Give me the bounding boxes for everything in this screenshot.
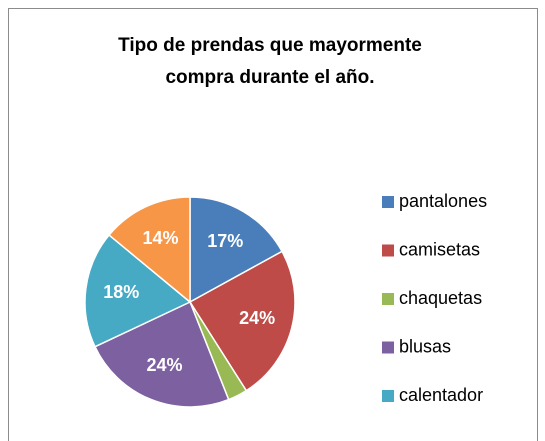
legend-swatch <box>382 293 394 305</box>
legend-swatch <box>382 390 394 402</box>
legend-label: camisetas <box>399 239 480 259</box>
legend-swatch <box>382 341 394 354</box>
legend-label: chaquetas <box>399 288 482 308</box>
chart-title: Tipo de prendas que mayormente compra du… <box>118 35 422 88</box>
chart-frame <box>8 8 538 441</box>
pie-slice <box>84 234 192 348</box>
legend-label: pantalones <box>399 191 487 211</box>
pie-slice <box>93 300 230 408</box>
data-label: 14% <box>142 228 178 248</box>
data-label: 18% <box>103 282 139 302</box>
pie-slice <box>108 196 191 304</box>
data-label: 17% <box>207 231 243 251</box>
legend-swatch <box>382 196 394 208</box>
legend-swatch <box>382 244 394 257</box>
pie-slice <box>189 196 284 304</box>
pie-slice <box>188 250 296 392</box>
data-label: 24% <box>239 308 275 328</box>
legend-label: calentador <box>399 385 483 405</box>
data-label: 24% <box>146 355 182 375</box>
legend-label: blusas <box>399 336 451 356</box>
